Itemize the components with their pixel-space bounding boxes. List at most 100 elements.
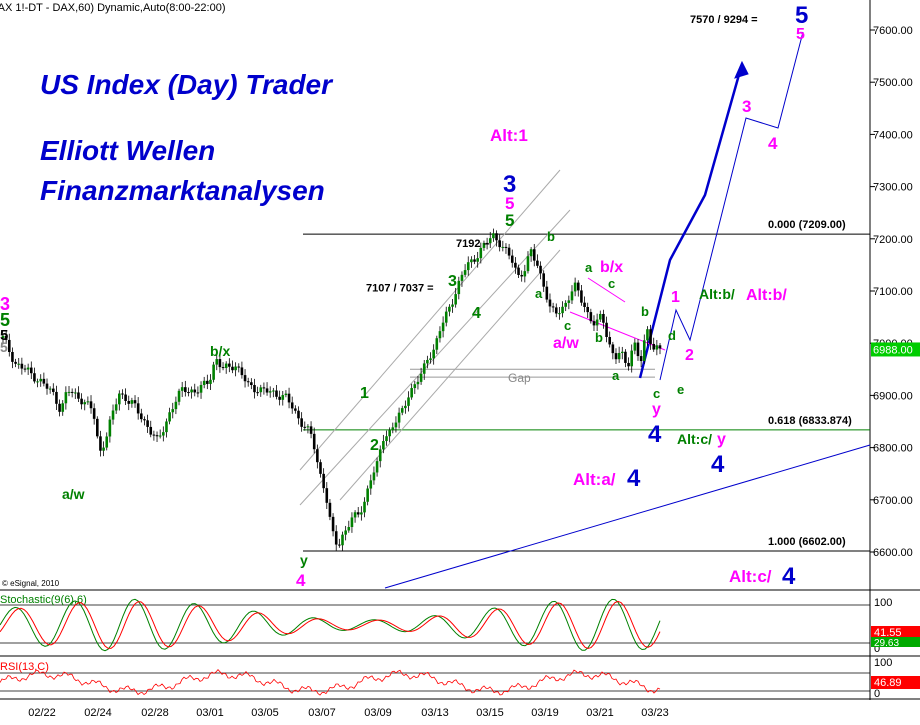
candle-body [520,274,523,277]
candle-body [507,247,511,256]
candle-body [152,434,156,436]
candle-body [633,342,637,351]
wave-label: 5 [0,339,8,355]
price-tick-label: 7500.00 [873,77,913,89]
candle-body [23,368,27,370]
candle-body [561,306,564,314]
candle-body [407,397,410,406]
candle-body [473,259,476,262]
candle-body [108,419,112,437]
candle-body [636,342,640,357]
candle-body [558,313,561,315]
candle-body [360,512,363,515]
last-price-label: 6988.00 [873,344,913,356]
candle-body [630,350,634,367]
candle-body [485,242,489,244]
candle-body [554,307,558,314]
candle-body [218,359,222,368]
candle-body [413,384,417,389]
candle-body [369,480,373,489]
candle-body [240,367,244,376]
candle-body [306,426,310,428]
candle-body [598,313,602,320]
candle-body [11,351,14,362]
candle-body [532,249,536,261]
candle-body [287,393,291,403]
candle-body [404,405,407,409]
candle-body [334,531,338,545]
price-tick-label: 7100.00 [873,286,913,298]
candle-body [36,381,39,383]
candle-body [460,274,464,281]
candle-body [592,321,596,326]
candle-body [184,387,187,393]
candle-body [564,302,567,307]
wave-label: 4 [768,134,778,153]
time-tick-label: 03/15 [476,707,504,719]
time-tick-label: 02/22 [28,707,56,719]
wave-label: y [300,552,308,568]
rsi-panel: RSI(13,C) 100 0 46.89 [0,657,920,700]
wave-label: 4 [711,451,725,478]
blue-trendline [384,444,871,589]
candle-body [573,282,577,292]
stochastic-d-line [0,600,661,650]
candle-body [58,403,61,412]
candle-body [149,426,153,435]
candle-body [576,282,580,291]
candle-body [29,367,33,374]
candle-body [488,238,492,244]
candle-body [297,410,300,419]
candle-body [394,422,398,428]
candle-body [545,286,549,300]
candle-body [514,262,517,268]
annotation-7107: 7107 / 7037 = [366,282,434,294]
candle-body [193,389,197,393]
wave-label: 4 [296,571,306,590]
candle-body [45,383,49,389]
candle-body [7,339,11,352]
trend-channel [299,169,571,506]
candle-body [262,387,266,389]
wave-label: 4 [782,563,796,590]
candle-body [265,388,269,393]
candle-body [275,390,278,397]
wave-label: 5 [0,327,8,344]
candle-body [328,502,332,517]
stochastic-last-k: 41.55 [874,627,902,639]
wave-label: b [547,229,555,244]
candle-body [39,378,43,382]
candle-body [171,409,175,413]
wave-label: a [612,368,620,383]
candle-body [20,363,24,369]
candle-body [294,408,297,411]
corrective-lines [569,277,666,351]
candle-body [105,436,109,448]
candle-body [74,392,77,394]
wave-label: c [564,318,571,333]
stochastic-tick-100: 100 [874,597,892,609]
candle-body [388,430,391,437]
candle-body [64,392,68,404]
candle-body [614,353,618,360]
candle-body [470,259,473,263]
candle-body [586,306,589,313]
candle-body [539,265,542,274]
candle-body [187,392,190,394]
candle-body [143,419,146,421]
candle-body [378,449,382,462]
candle-body [133,400,137,404]
fibonacci-levels: 0.000 (7209.00) 0.618 (6833.874) 1.000 (66… [303,219,870,552]
candle-body [322,473,325,489]
candle-body [375,461,379,473]
candle-body [140,413,143,420]
candle-body [89,401,93,409]
candle-body [583,302,586,307]
candle-body [234,366,237,371]
wave-label: 1 [360,385,369,402]
candle-body [70,391,74,393]
candle-body [646,329,649,341]
candle-body [215,359,219,365]
wave-labels: 3 5 5 5 a/w b/x y 4 1 2 3 4 5 5 3 Alt:1 … [0,2,808,590]
